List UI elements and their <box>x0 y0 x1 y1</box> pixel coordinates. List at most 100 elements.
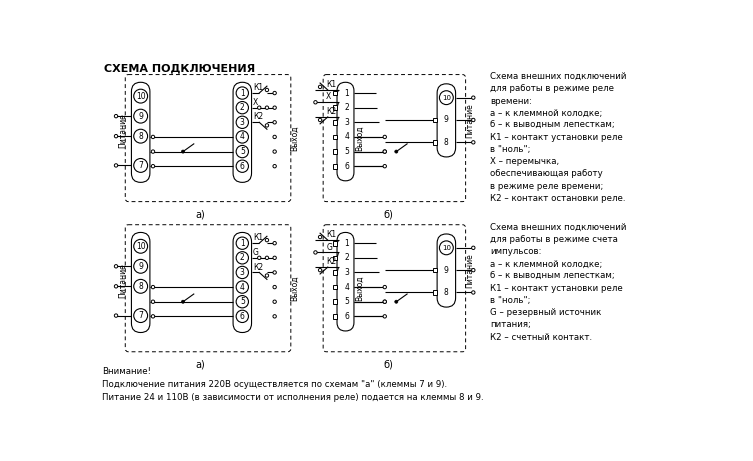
Bar <box>433 140 437 145</box>
Circle shape <box>395 150 398 153</box>
Text: Х: Х <box>326 92 331 101</box>
Circle shape <box>151 300 154 303</box>
Circle shape <box>265 238 269 242</box>
Text: 6: 6 <box>240 312 245 321</box>
Bar <box>433 268 437 272</box>
Text: 2: 2 <box>240 254 245 262</box>
FancyBboxPatch shape <box>337 82 354 181</box>
Text: Выход: Выход <box>355 276 364 301</box>
Circle shape <box>273 165 276 168</box>
Text: 8: 8 <box>444 288 449 297</box>
Text: Питание: Питание <box>118 263 127 298</box>
Text: Х: Х <box>253 98 258 107</box>
Circle shape <box>273 300 276 303</box>
Text: СХЕМА ПОДКЛЮЧЕНИЯ: СХЕМА ПОДКЛЮЧЕНИЯ <box>104 63 255 73</box>
Circle shape <box>383 150 386 153</box>
Bar <box>333 149 337 154</box>
Circle shape <box>319 268 322 272</box>
Text: 3: 3 <box>240 268 245 277</box>
Text: 4: 4 <box>240 132 245 142</box>
Circle shape <box>383 300 386 303</box>
Bar <box>333 120 337 124</box>
Text: б): б) <box>384 360 394 369</box>
Text: К1: К1 <box>326 80 337 89</box>
Circle shape <box>151 165 154 168</box>
Circle shape <box>383 165 386 168</box>
FancyBboxPatch shape <box>132 82 150 183</box>
Circle shape <box>114 135 117 138</box>
Bar <box>333 91 337 95</box>
Text: Схема внешних подключений
для работы в режиме реле
времени:
а – к клеммной колод: Схема внешних подключений для работы в р… <box>490 72 626 203</box>
Circle shape <box>134 109 148 123</box>
Circle shape <box>258 256 261 260</box>
Text: К1: К1 <box>253 83 264 92</box>
Text: 6: 6 <box>345 162 349 171</box>
Circle shape <box>236 281 248 293</box>
Circle shape <box>236 296 248 308</box>
Circle shape <box>440 241 453 255</box>
Text: Питание: Питание <box>118 113 127 148</box>
Circle shape <box>471 268 475 272</box>
Circle shape <box>471 291 475 294</box>
Circle shape <box>236 310 248 323</box>
Bar <box>333 135 337 139</box>
Circle shape <box>319 118 322 122</box>
Circle shape <box>314 100 317 104</box>
Circle shape <box>181 150 184 153</box>
Circle shape <box>151 315 154 318</box>
Circle shape <box>114 265 117 268</box>
Circle shape <box>258 106 261 109</box>
Circle shape <box>265 106 269 109</box>
Text: 10: 10 <box>442 245 451 251</box>
Text: Внимание!
Подключение питания 220В осуществляется по схемам "а" (клеммы 7 и 9).
: Внимание! Подключение питания 220В осуще… <box>102 367 483 402</box>
Circle shape <box>314 251 317 254</box>
Circle shape <box>383 300 386 303</box>
Circle shape <box>151 285 154 289</box>
Text: 4: 4 <box>345 283 349 292</box>
Text: К1: К1 <box>326 230 337 239</box>
Text: 2: 2 <box>240 103 245 112</box>
Circle shape <box>265 124 269 127</box>
Circle shape <box>114 114 117 118</box>
Bar <box>433 290 437 295</box>
Circle shape <box>151 135 154 139</box>
Text: 8: 8 <box>139 282 143 291</box>
Text: 3: 3 <box>345 268 349 277</box>
Circle shape <box>383 150 386 153</box>
Text: 7: 7 <box>139 311 143 320</box>
FancyBboxPatch shape <box>233 232 252 332</box>
Text: К2: К2 <box>326 257 337 266</box>
Circle shape <box>265 88 269 92</box>
Text: а): а) <box>195 209 205 219</box>
Text: 5: 5 <box>345 297 349 306</box>
Circle shape <box>319 236 322 239</box>
Text: б): б) <box>384 209 394 219</box>
Text: 9: 9 <box>444 266 449 275</box>
Circle shape <box>471 96 475 100</box>
Circle shape <box>236 131 248 143</box>
Circle shape <box>273 271 276 274</box>
Bar <box>333 285 337 290</box>
Text: 1: 1 <box>240 89 245 98</box>
Bar <box>333 106 337 110</box>
Circle shape <box>134 239 148 253</box>
Circle shape <box>273 91 276 95</box>
Text: 1: 1 <box>345 89 349 98</box>
Circle shape <box>236 87 248 99</box>
Circle shape <box>236 145 248 158</box>
Circle shape <box>134 159 148 172</box>
Circle shape <box>383 315 386 318</box>
Text: G: G <box>326 242 332 252</box>
Text: 9: 9 <box>139 112 143 121</box>
Text: Питание: Питание <box>465 254 474 288</box>
Circle shape <box>273 150 276 153</box>
Bar <box>433 118 437 122</box>
Circle shape <box>114 284 117 288</box>
FancyBboxPatch shape <box>337 232 354 331</box>
Text: Выход: Выход <box>290 125 299 151</box>
Circle shape <box>236 252 248 264</box>
Text: 8: 8 <box>444 138 449 147</box>
Text: 3: 3 <box>345 118 349 127</box>
Text: 3: 3 <box>240 118 245 127</box>
Circle shape <box>471 118 475 122</box>
